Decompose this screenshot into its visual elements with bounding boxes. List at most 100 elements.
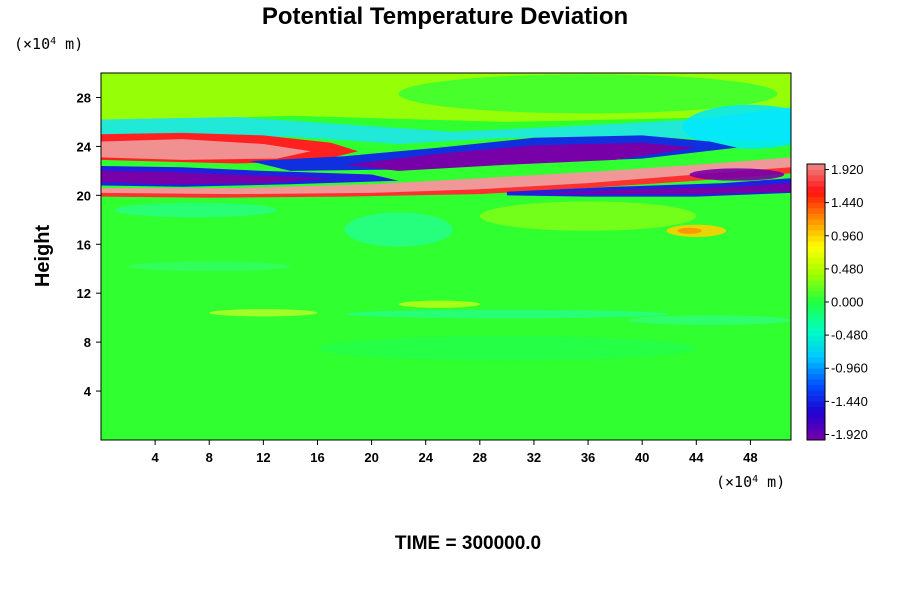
colorbar-swatch xyxy=(807,296,825,303)
colorbar-swatch xyxy=(807,202,825,209)
y-axis-label: Height xyxy=(32,225,54,288)
colorbar-swatch xyxy=(807,252,825,259)
x-tick-label: 36 xyxy=(581,450,595,465)
yellow-patch-mid xyxy=(479,201,697,231)
colorbar-swatch xyxy=(807,164,825,170)
colorbar-swatch xyxy=(807,357,825,364)
colorbar-swatches xyxy=(807,164,825,441)
heatmap-field xyxy=(101,73,791,440)
heat-layer xyxy=(101,73,791,361)
colorbar-swatch xyxy=(807,175,825,181)
warm-band-left-pink xyxy=(101,139,311,160)
colorbar-swatch xyxy=(807,406,825,413)
y-tick-label: 16 xyxy=(77,237,91,252)
colorbar-swatch xyxy=(807,307,825,314)
time-annotation: TIME = 300000.0 xyxy=(395,533,541,554)
cold-band-purple xyxy=(344,142,697,171)
colorbar-swatch xyxy=(807,169,825,176)
y-tick-label: 12 xyxy=(77,286,91,301)
colorbar-tick-label: 1.920 xyxy=(831,162,864,177)
x-tick-label: 32 xyxy=(527,450,541,465)
x-tick-label: 48 xyxy=(743,450,757,465)
upper-cyan-right xyxy=(682,104,791,149)
mid-cyan-patch xyxy=(344,212,453,247)
colorbar-tick-label: -0.480 xyxy=(831,328,868,343)
colorbar-swatch xyxy=(807,329,825,336)
x-axis-ticks: 4 8 12 16 20 24 28 32 36 40 44 48 xyxy=(152,440,758,465)
x-tick-label: 12 xyxy=(256,450,270,465)
colorbar-swatch xyxy=(807,219,825,226)
colorbar-swatch xyxy=(807,302,825,308)
colorbar-swatch xyxy=(807,191,825,198)
colorbar-swatch xyxy=(807,434,825,441)
colorbar-swatch xyxy=(807,274,825,281)
colorbar-swatch xyxy=(807,180,825,187)
x-tick-label: 4 xyxy=(152,450,160,465)
colorbar-swatch xyxy=(807,351,825,358)
x-axis-unit: (×104 m) xyxy=(716,473,785,491)
colorbar-swatch xyxy=(807,417,825,424)
x-tick-label: 40 xyxy=(635,450,649,465)
cold-left-purple xyxy=(101,170,331,185)
colorbar-swatch xyxy=(807,324,825,330)
green-lens-3 xyxy=(317,336,697,361)
colorbar-swatch xyxy=(807,318,825,325)
x-tick-label: 20 xyxy=(364,450,378,465)
colorbar-tick-label: -1.440 xyxy=(831,394,868,409)
y-tick-label: 28 xyxy=(77,90,91,105)
colorbar-swatch xyxy=(807,362,825,369)
cyan-lens-2 xyxy=(628,315,791,326)
colorbar-swatch xyxy=(807,313,825,319)
y-tick-label: 24 xyxy=(77,139,92,154)
upper-green-patch xyxy=(398,74,778,114)
colorbar-swatch xyxy=(807,412,825,419)
colorbar-swatch xyxy=(807,346,825,352)
colorbar-swatch xyxy=(807,428,825,435)
colorbar-swatch xyxy=(807,246,825,253)
colorbar-swatch xyxy=(807,263,825,270)
plot-border xyxy=(100,72,792,441)
x-tick-label: 16 xyxy=(310,450,324,465)
y-axis-ticks: 4 8 12 16 20 24 28 xyxy=(77,90,101,399)
x-tick-label: 44 xyxy=(689,450,704,465)
colorbar-swatch xyxy=(807,241,825,248)
cyan-lens-1 xyxy=(344,309,670,319)
colorbar-swatch xyxy=(807,423,825,430)
colorbar-swatch xyxy=(807,197,825,203)
colorbar-tick-label: 0.480 xyxy=(831,261,864,276)
x-tick-label: 24 xyxy=(418,450,433,465)
y-tick-label: 20 xyxy=(77,188,91,203)
yellow-lens-1 xyxy=(209,309,318,317)
warm-diagonal-pink xyxy=(101,157,791,195)
y-tick-label: 8 xyxy=(84,335,91,350)
y-tick-label: 4 xyxy=(84,384,92,399)
warm-spot-right-core xyxy=(677,227,702,234)
mid-cyan-patch-2 xyxy=(114,202,277,218)
colorbar-tick-label: 1.440 xyxy=(831,195,864,210)
colorbar-swatch xyxy=(807,279,825,286)
upper-cyan-band xyxy=(101,107,791,144)
cyan-lens-4 xyxy=(128,261,291,272)
colorbar-swatch xyxy=(807,384,825,391)
colorbar-swatch xyxy=(807,230,825,237)
colorbar-swatch xyxy=(807,235,825,242)
yellow-lens-2 xyxy=(398,300,480,308)
colorbar-swatch xyxy=(807,390,825,397)
x-tick-label: 28 xyxy=(473,450,487,465)
colorbar-swatch xyxy=(807,208,825,214)
colorbar-swatch xyxy=(807,379,825,386)
colorbar-ticks: 1.920 1.440 0.960 0.480 0.000 -0.480 -0.960 -1.… xyxy=(825,162,868,442)
colorbar-swatch xyxy=(807,340,825,347)
colorbar-tick-label: 0.960 xyxy=(831,228,864,243)
y-axis-unit: (×104 m) xyxy=(14,35,83,53)
colorbar-swatch xyxy=(807,335,825,341)
colorbar-swatch xyxy=(807,257,825,264)
colorbar-swatch xyxy=(807,373,825,380)
colorbar-swatch xyxy=(807,401,825,408)
cold-right-purple xyxy=(533,183,791,195)
colorbar-swatch xyxy=(807,290,825,297)
colorbar-tick-label: -1.920 xyxy=(831,427,868,442)
colorbar-swatch xyxy=(807,268,825,275)
colorbar-tick-label: 0.000 xyxy=(831,295,864,310)
